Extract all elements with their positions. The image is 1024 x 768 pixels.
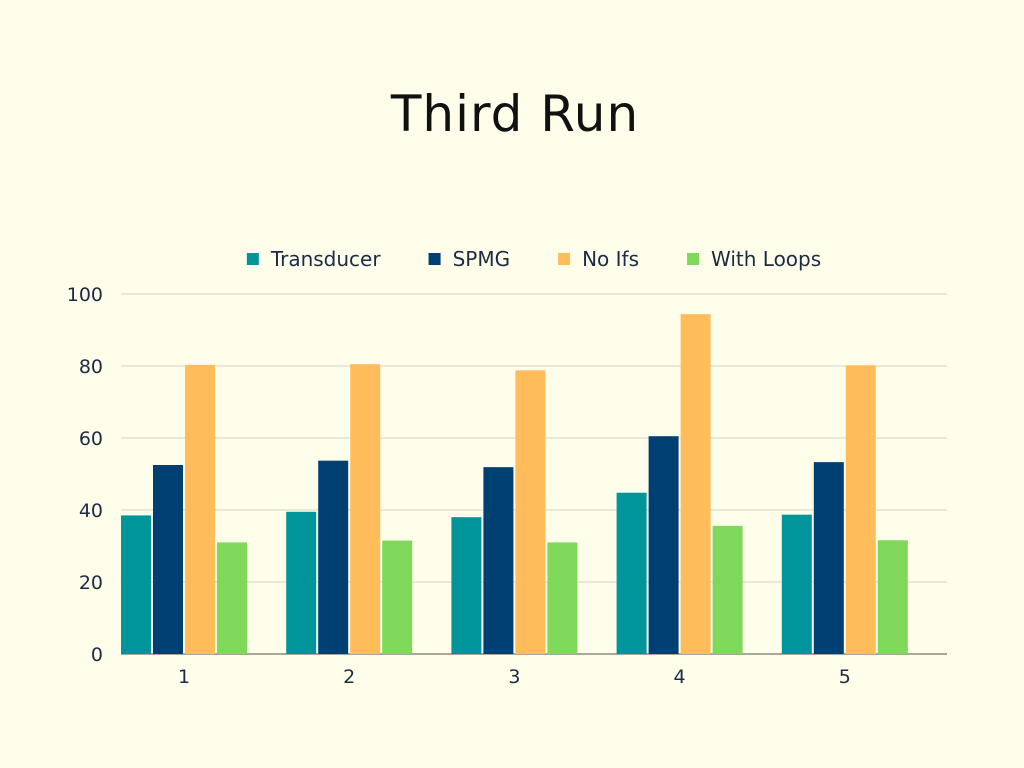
- legend-label: SPMG: [453, 247, 511, 271]
- bar-transducer: [451, 517, 482, 654]
- legend-item: SPMG: [428, 247, 511, 271]
- chart-title: Third Run: [390, 85, 639, 143]
- bar-spmg: [648, 436, 679, 654]
- y-axis-ticks: 0 20 40 60 80 100: [67, 284, 103, 666]
- y-tick-label: 60: [79, 428, 103, 450]
- bar-transducer: [121, 515, 151, 654]
- y-tick-label: 40: [79, 500, 103, 522]
- bar-with-loops: [547, 542, 578, 654]
- bar-with-loops: [382, 540, 413, 654]
- x-tick-label: 4: [674, 666, 686, 688]
- legend: Transducer SPMG No Ifs With Loops: [246, 247, 821, 271]
- bar-with-loops: [712, 525, 743, 654]
- y-tick-label: 80: [79, 356, 103, 378]
- legend-item: No Ifs: [558, 247, 639, 271]
- legend-swatch: [558, 253, 571, 265]
- bar-with-loops: [217, 542, 247, 654]
- legend-item: Transducer: [246, 247, 382, 271]
- bar-with-loops: [877, 540, 908, 654]
- y-tick-label: 0: [91, 644, 103, 666]
- legend-swatch: [428, 253, 441, 265]
- legend-swatch: [687, 253, 700, 265]
- legend-label: No Ifs: [582, 247, 639, 271]
- x-tick-label: 2: [343, 666, 355, 688]
- bar-transducer: [286, 511, 317, 654]
- bar-no-ifs: [350, 364, 381, 654]
- bar-spmg: [153, 465, 183, 654]
- legend-label: With Loops: [711, 247, 821, 271]
- bar-spmg: [318, 460, 349, 654]
- x-axis-ticks: 1 2 3 4 5: [178, 666, 851, 688]
- bar-no-ifs: [185, 364, 215, 654]
- bar-spmg: [813, 462, 844, 654]
- legend-swatch: [246, 253, 259, 265]
- bar-transducer: [616, 492, 647, 654]
- legend-item: With Loops: [687, 247, 821, 271]
- bar-spmg: [483, 467, 514, 654]
- bars: [121, 314, 908, 654]
- x-tick-label: 5: [839, 666, 851, 688]
- y-tick-label: 100: [67, 284, 103, 306]
- legend-label: Transducer: [270, 247, 382, 271]
- y-tick-label: 20: [79, 572, 103, 594]
- bar-no-ifs: [680, 314, 711, 654]
- x-tick-label: 1: [178, 666, 190, 688]
- bar-no-ifs: [845, 365, 876, 654]
- bar-no-ifs: [515, 370, 546, 654]
- bar-transducer: [781, 514, 812, 654]
- x-tick-label: 3: [508, 666, 520, 688]
